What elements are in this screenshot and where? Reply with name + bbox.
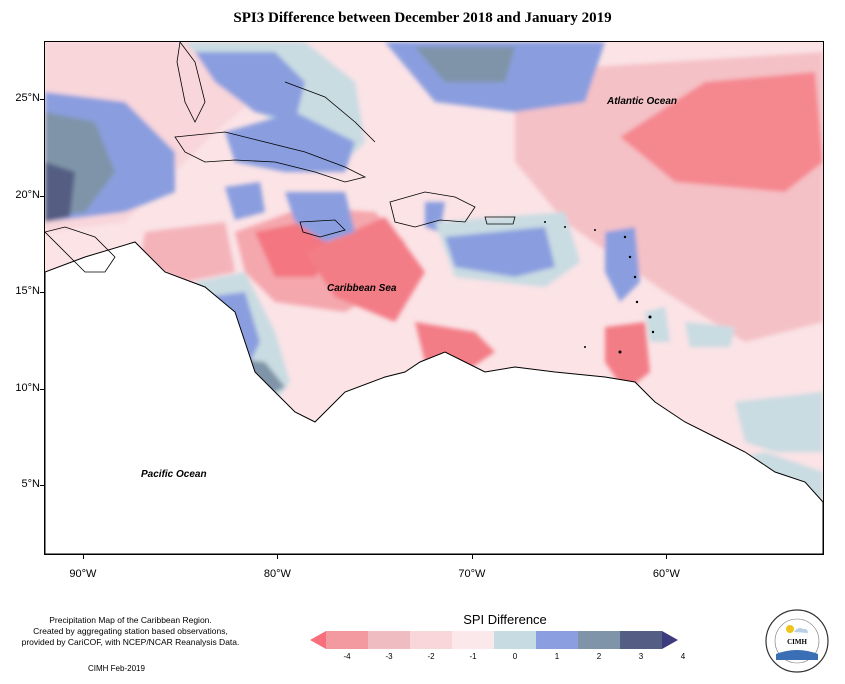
yucatan-outline <box>45 226 116 273</box>
legend-swatch <box>326 631 368 649</box>
legend-label: -3 <box>385 652 393 661</box>
lat-tick-label: 20°N <box>15 188 40 201</box>
lat-tick-label: 10°N <box>15 381 40 394</box>
hispaniola-outline <box>389 191 476 228</box>
legend-label: 4 <box>680 652 686 661</box>
atlantic-ocean-label: Atlantic Ocean <box>606 96 677 107</box>
field-region <box>305 217 425 322</box>
legend-swatch <box>452 631 494 649</box>
field-region <box>645 307 670 342</box>
field-region <box>735 392 823 452</box>
small-islands <box>544 221 655 354</box>
lon-tick-mark <box>666 554 668 559</box>
legend-swatch <box>494 631 536 649</box>
lon-tick-mark <box>471 554 473 559</box>
caption-line: Created by aggregating station based obs… <box>33 626 228 636</box>
florida-outline <box>176 42 206 123</box>
logo-text: CIMH <box>787 638 807 646</box>
lat-tick-mark <box>40 98 44 100</box>
legend-swatch <box>662 631 678 649</box>
field-region <box>140 222 235 282</box>
field-region <box>195 52 305 122</box>
legend-swatch <box>620 631 662 649</box>
jamaica-outline <box>299 219 346 238</box>
legend-swatch <box>578 631 620 649</box>
lon-tick-label: 80°W <box>263 568 291 580</box>
lat-tick-label: 15°N <box>15 285 40 298</box>
map-caption: Precipitation Map of the Caribbean Regio… <box>18 615 243 648</box>
map-canvas: Atlantic Ocean Caribbean Sea Pacific Oce… <box>45 42 823 554</box>
cimh-logo: CIMH <box>765 609 829 673</box>
lon-tick-mark <box>82 554 84 559</box>
caption-line: provided by CariCOF, with NCEP/NCAR Rean… <box>21 637 240 647</box>
legend-swatch <box>410 631 452 649</box>
mainland <box>45 241 823 554</box>
legend-label: 1 <box>554 652 560 661</box>
credit-line: CIMH Feb-2019 <box>88 664 145 673</box>
field-region <box>45 162 75 222</box>
lon-tick-label: 70°W <box>458 568 486 580</box>
legend-swatch <box>310 631 326 649</box>
pacific-ocean-label: Pacific Ocean <box>141 469 207 480</box>
legend-label: 0 <box>512 652 518 661</box>
field-region <box>685 322 735 347</box>
legend-swatch <box>536 631 578 649</box>
field-region <box>415 47 515 82</box>
lon-tick-mark <box>277 554 279 559</box>
cloud-icon <box>794 628 808 633</box>
map-title: SPI3 Difference between December 2018 an… <box>233 10 612 26</box>
water-icon <box>776 650 818 660</box>
field-region <box>605 322 650 392</box>
lon-tick-label: 90°W <box>69 568 97 580</box>
bahamas-outline <box>284 81 376 143</box>
legend-swatch <box>368 631 410 649</box>
puerto-rico-outline <box>484 216 516 225</box>
cuba-outline <box>174 131 367 183</box>
lat-tick-mark <box>40 195 44 197</box>
legend-title: SPI Difference <box>463 612 547 627</box>
field-region <box>445 227 555 277</box>
lat-tick-mark <box>40 292 44 294</box>
land-masses <box>45 241 823 554</box>
caption-line: Precipitation Map of the Caribbean Regio… <box>49 615 212 625</box>
legend-label: -4 <box>343 652 351 661</box>
caribbean-sea-label: Caribbean Sea <box>327 283 397 294</box>
lat-tick-label: 25°N <box>15 91 40 104</box>
legend-label: 2 <box>596 652 602 661</box>
field-region <box>620 72 823 192</box>
spi-difference-map: Atlantic Ocean Caribbean Sea Pacific Oce… <box>44 41 824 555</box>
field-region <box>605 227 640 302</box>
coastlines <box>45 42 516 273</box>
field-region <box>285 192 355 242</box>
legend-label: -1 <box>469 652 477 661</box>
lat-tick-mark <box>40 485 44 487</box>
lat-tick-label: 5°N <box>21 478 40 491</box>
sun-icon <box>786 625 794 633</box>
legend-label: -2 <box>427 652 435 661</box>
lon-tick-label: 60°W <box>652 568 680 580</box>
field-region <box>225 112 355 172</box>
legend-label: 3 <box>638 652 644 661</box>
color-legend-bar <box>310 631 678 649</box>
lat-tick-mark <box>40 388 44 390</box>
field-region <box>225 182 265 220</box>
